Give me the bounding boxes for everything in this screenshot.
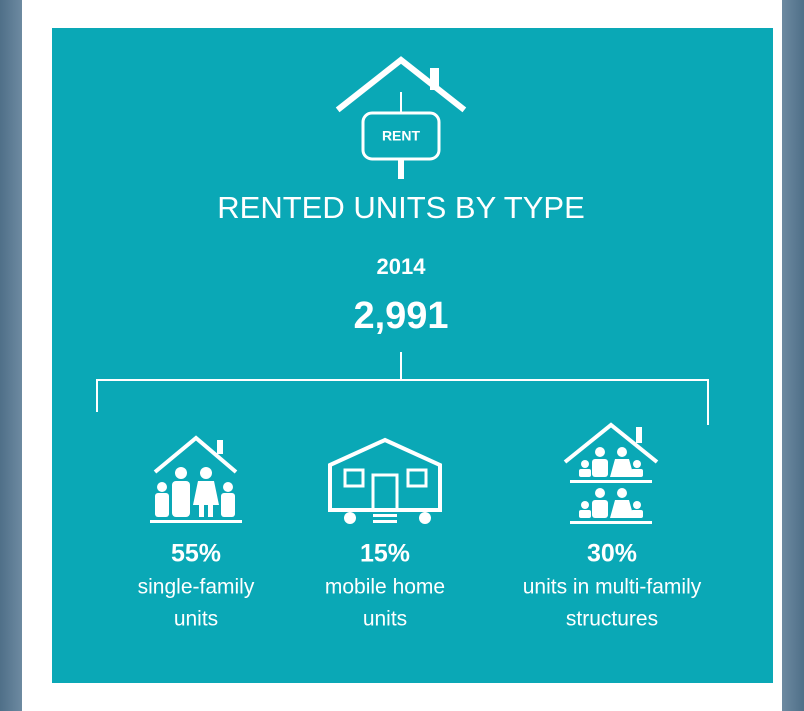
sign-text: RENT xyxy=(382,128,421,144)
item-label: units xyxy=(363,608,407,631)
item-label: single-family xyxy=(138,576,255,599)
mobile-home-icon xyxy=(328,437,442,524)
item-label: structures xyxy=(566,608,658,631)
items: 55% single-family units 15% mobile home units… xyxy=(138,540,702,631)
year: 2014 xyxy=(377,254,427,279)
multi-family-icon xyxy=(563,422,659,524)
item-label: mobile home xyxy=(325,576,445,599)
item-percent: 30% xyxy=(587,540,637,568)
bracket xyxy=(96,352,709,425)
title: RENTED UNITS BY TYPE xyxy=(217,190,585,225)
total: 2,991 xyxy=(353,295,448,337)
rent-house-icon: RENT xyxy=(335,56,467,179)
item-percent: 55% xyxy=(171,540,221,568)
item-label: units in multi-family xyxy=(523,576,702,599)
item-label: units xyxy=(174,608,218,631)
item-percent: 15% xyxy=(360,540,410,568)
single-family-icon xyxy=(150,435,242,523)
panel xyxy=(52,28,773,683)
